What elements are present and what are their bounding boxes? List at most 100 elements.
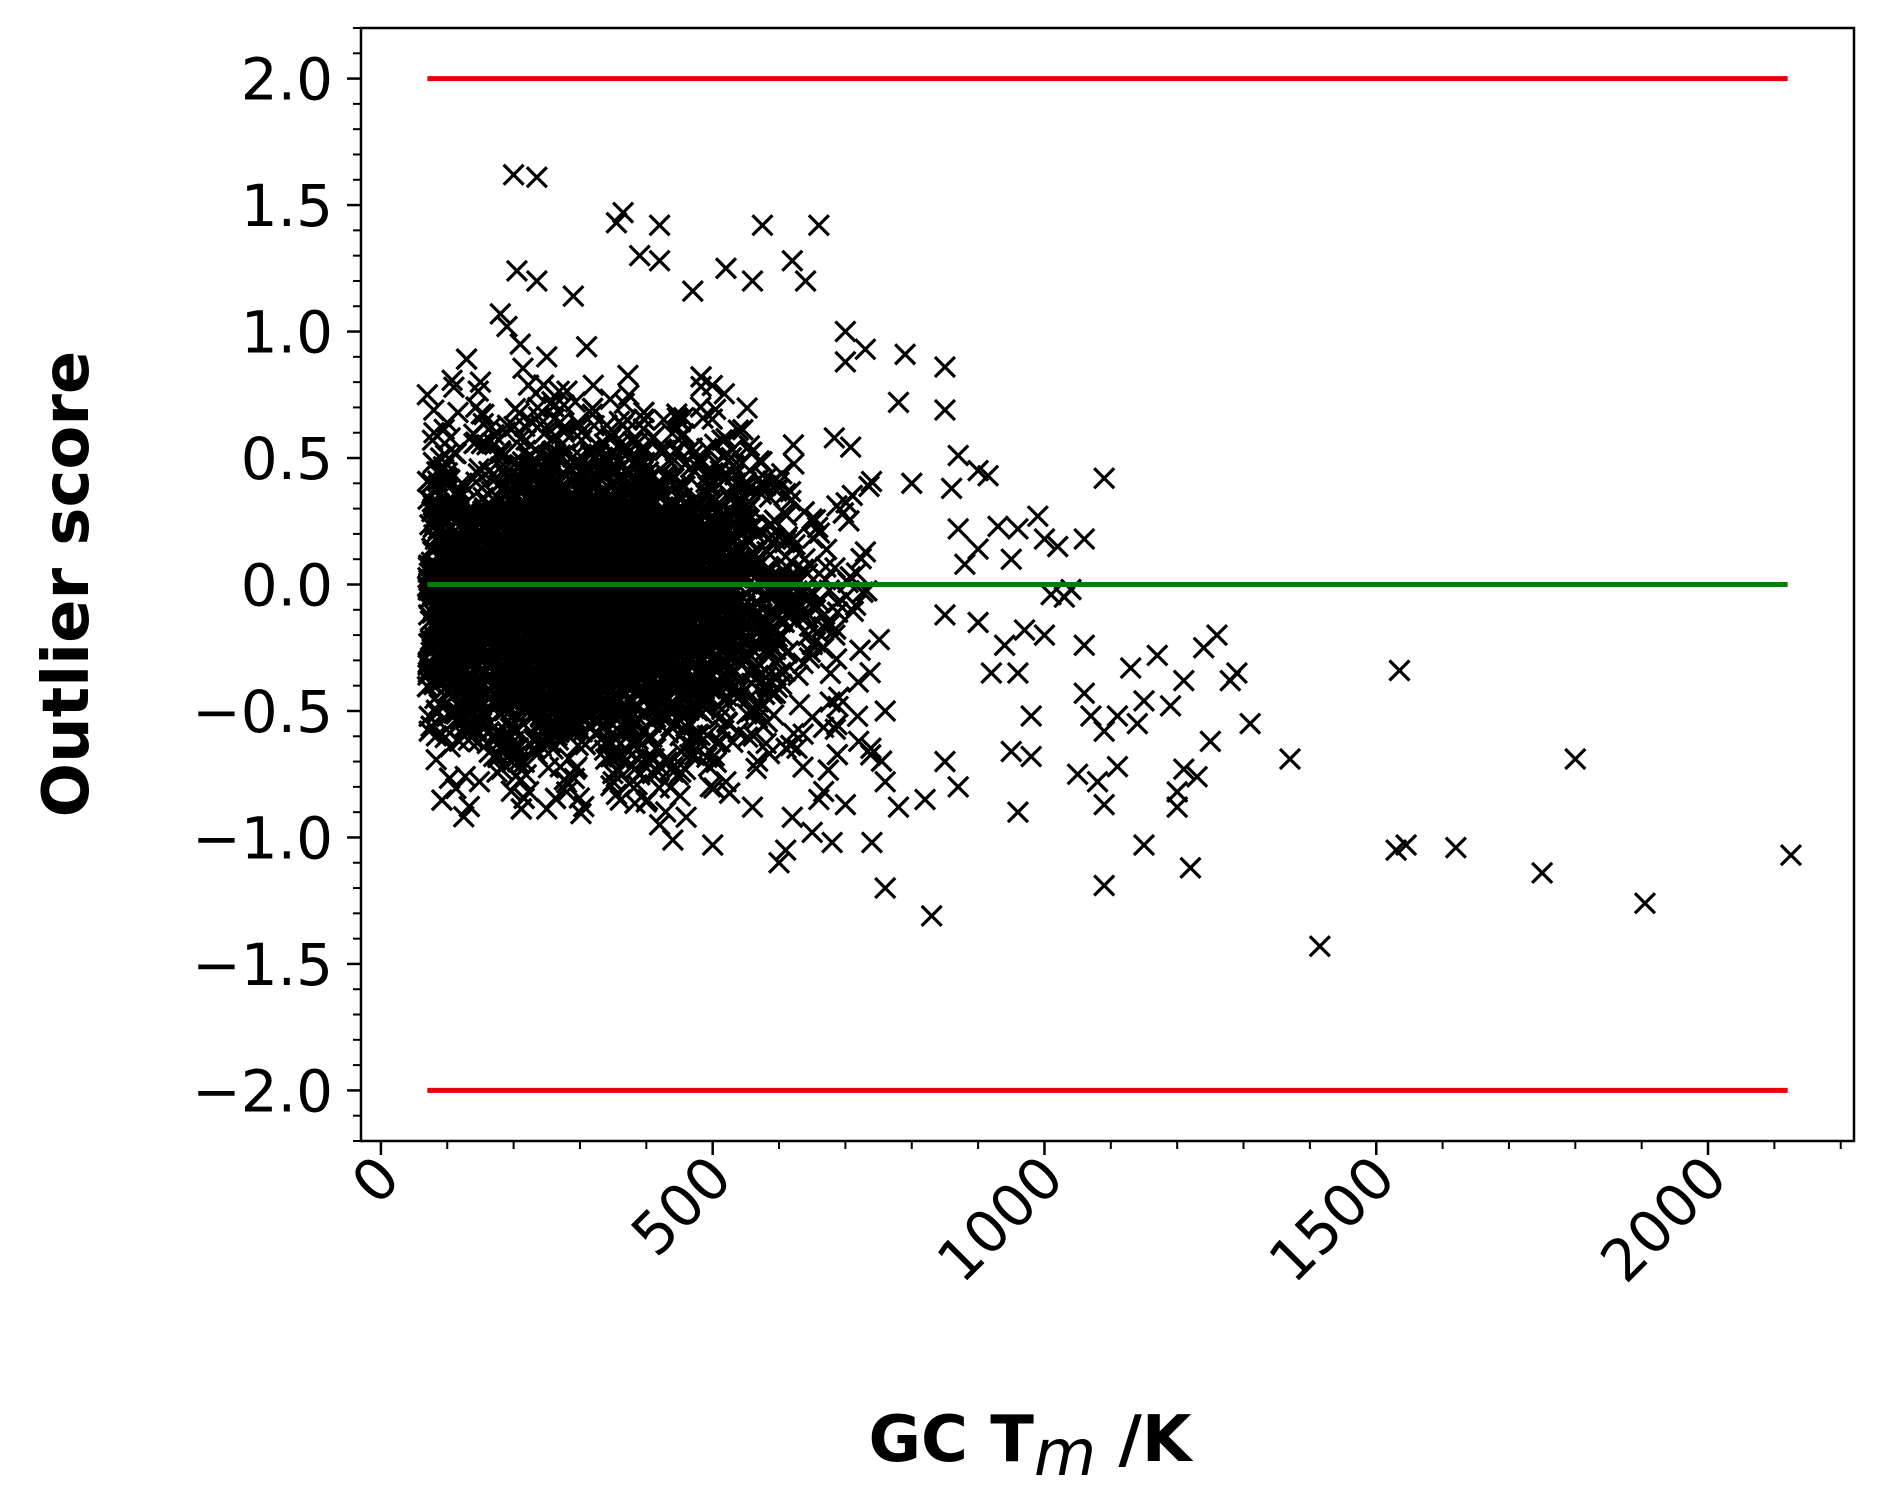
- scatter-point: [823, 426, 846, 449]
- scatter-point: [429, 605, 452, 628]
- scatter-point: [642, 464, 665, 487]
- scatter-point: [696, 600, 719, 623]
- scatter-point: [709, 504, 732, 527]
- scatter-point: [784, 533, 807, 556]
- scatter-point: [786, 664, 810, 687]
- scatter-point: [688, 724, 712, 747]
- scatter-point: [455, 347, 478, 371]
- scatter-point: [709, 730, 732, 754]
- scatter-point: [438, 767, 461, 790]
- scatter-point: [699, 520, 723, 544]
- scatter-point: [860, 470, 883, 493]
- scatter-point: [436, 411, 459, 434]
- scatter-point: [788, 693, 811, 716]
- scatter-point: [779, 734, 802, 757]
- scatter-point: [654, 800, 677, 823]
- scatter-point: [548, 696, 571, 719]
- scatter-point: [464, 395, 488, 419]
- scatter-point: [730, 645, 754, 668]
- scatter-point: [468, 770, 491, 793]
- scatter-point: [596, 684, 619, 707]
- scatter-point: [420, 537, 444, 560]
- scatter-point: [731, 418, 754, 441]
- scatter-point: [416, 470, 439, 493]
- scatter-point: [695, 437, 719, 460]
- scatter-point: [792, 598, 815, 622]
- scatter-point: [420, 715, 443, 738]
- scatter-point: [713, 382, 736, 405]
- scatter-point: [791, 652, 815, 675]
- scatter-point: [502, 489, 525, 512]
- scatter-point: [468, 457, 491, 480]
- scatter-point: [763, 509, 786, 532]
- scatter-point: [633, 408, 656, 432]
- scatter-point: [744, 757, 768, 780]
- scatter-point: [570, 420, 593, 443]
- scatter-point: [775, 555, 798, 578]
- scatter-point: [720, 446, 743, 469]
- scatter-point: [765, 479, 788, 503]
- scatter-point: [827, 686, 850, 709]
- scatter-point: [719, 484, 742, 508]
- scatter-point: [736, 396, 759, 420]
- scatter-point: [445, 702, 468, 725]
- scatter-point: [467, 462, 490, 485]
- scatter-point: [613, 392, 636, 415]
- scatter-point: [672, 474, 695, 497]
- scatter-point: [696, 464, 720, 487]
- scatter-point: [701, 374, 724, 397]
- scatter-point: [422, 673, 446, 696]
- scatter-point: [533, 664, 556, 687]
- scatter-point: [754, 732, 778, 755]
- scatter-point: [662, 467, 686, 490]
- scatter-point: [536, 515, 560, 538]
- scatter-point: [782, 527, 805, 551]
- scatter-point: [492, 667, 515, 690]
- scatter-point: [817, 614, 840, 637]
- scatter-point: [826, 743, 849, 766]
- scatter-point: [542, 395, 565, 418]
- scatter-point: [689, 395, 712, 419]
- scatter-point: [732, 503, 755, 526]
- scatter-point: [661, 422, 684, 445]
- scatter-point: [632, 439, 656, 463]
- scatter-point: [564, 716, 587, 739]
- scatter-point: [496, 466, 520, 489]
- scatter-point: [604, 745, 627, 768]
- scatter-point: [695, 483, 718, 507]
- scatter-point: [520, 653, 543, 677]
- scatter-point: [544, 787, 567, 810]
- scatter-point: [679, 456, 702, 479]
- scatter-point: [690, 450, 713, 474]
- scatter-point: [489, 439, 512, 463]
- scatter-point: [443, 441, 466, 465]
- scatter-point: [727, 418, 750, 442]
- scatter-point: [425, 699, 448, 722]
- scatter-point: [804, 508, 827, 531]
- scatter-point: [870, 750, 893, 773]
- scatter-point: [746, 750, 769, 773]
- scatter-point: [646, 673, 670, 696]
- scatter-point: [523, 730, 546, 753]
- scatter-point: [665, 475, 688, 498]
- scatter-point: [608, 410, 631, 433]
- scatter-point: [568, 786, 591, 810]
- scatter-point: [578, 439, 601, 463]
- scatter-point: [738, 531, 761, 554]
- scatter-point: [634, 622, 657, 646]
- scatter-point: [417, 661, 440, 684]
- scatter-point: [628, 763, 651, 786]
- scatter-point: [673, 719, 696, 743]
- scatter-point: [587, 500, 610, 523]
- scatter-point: [773, 560, 797, 584]
- scatter-point: [472, 412, 495, 435]
- scatter-point: [826, 695, 850, 718]
- scatter-point: [761, 532, 784, 555]
- scatter-point: [440, 369, 464, 392]
- scatter-point: [798, 641, 822, 664]
- scatter-point: [799, 554, 822, 577]
- scatter-point: [430, 788, 454, 812]
- scatter-point: [846, 705, 869, 728]
